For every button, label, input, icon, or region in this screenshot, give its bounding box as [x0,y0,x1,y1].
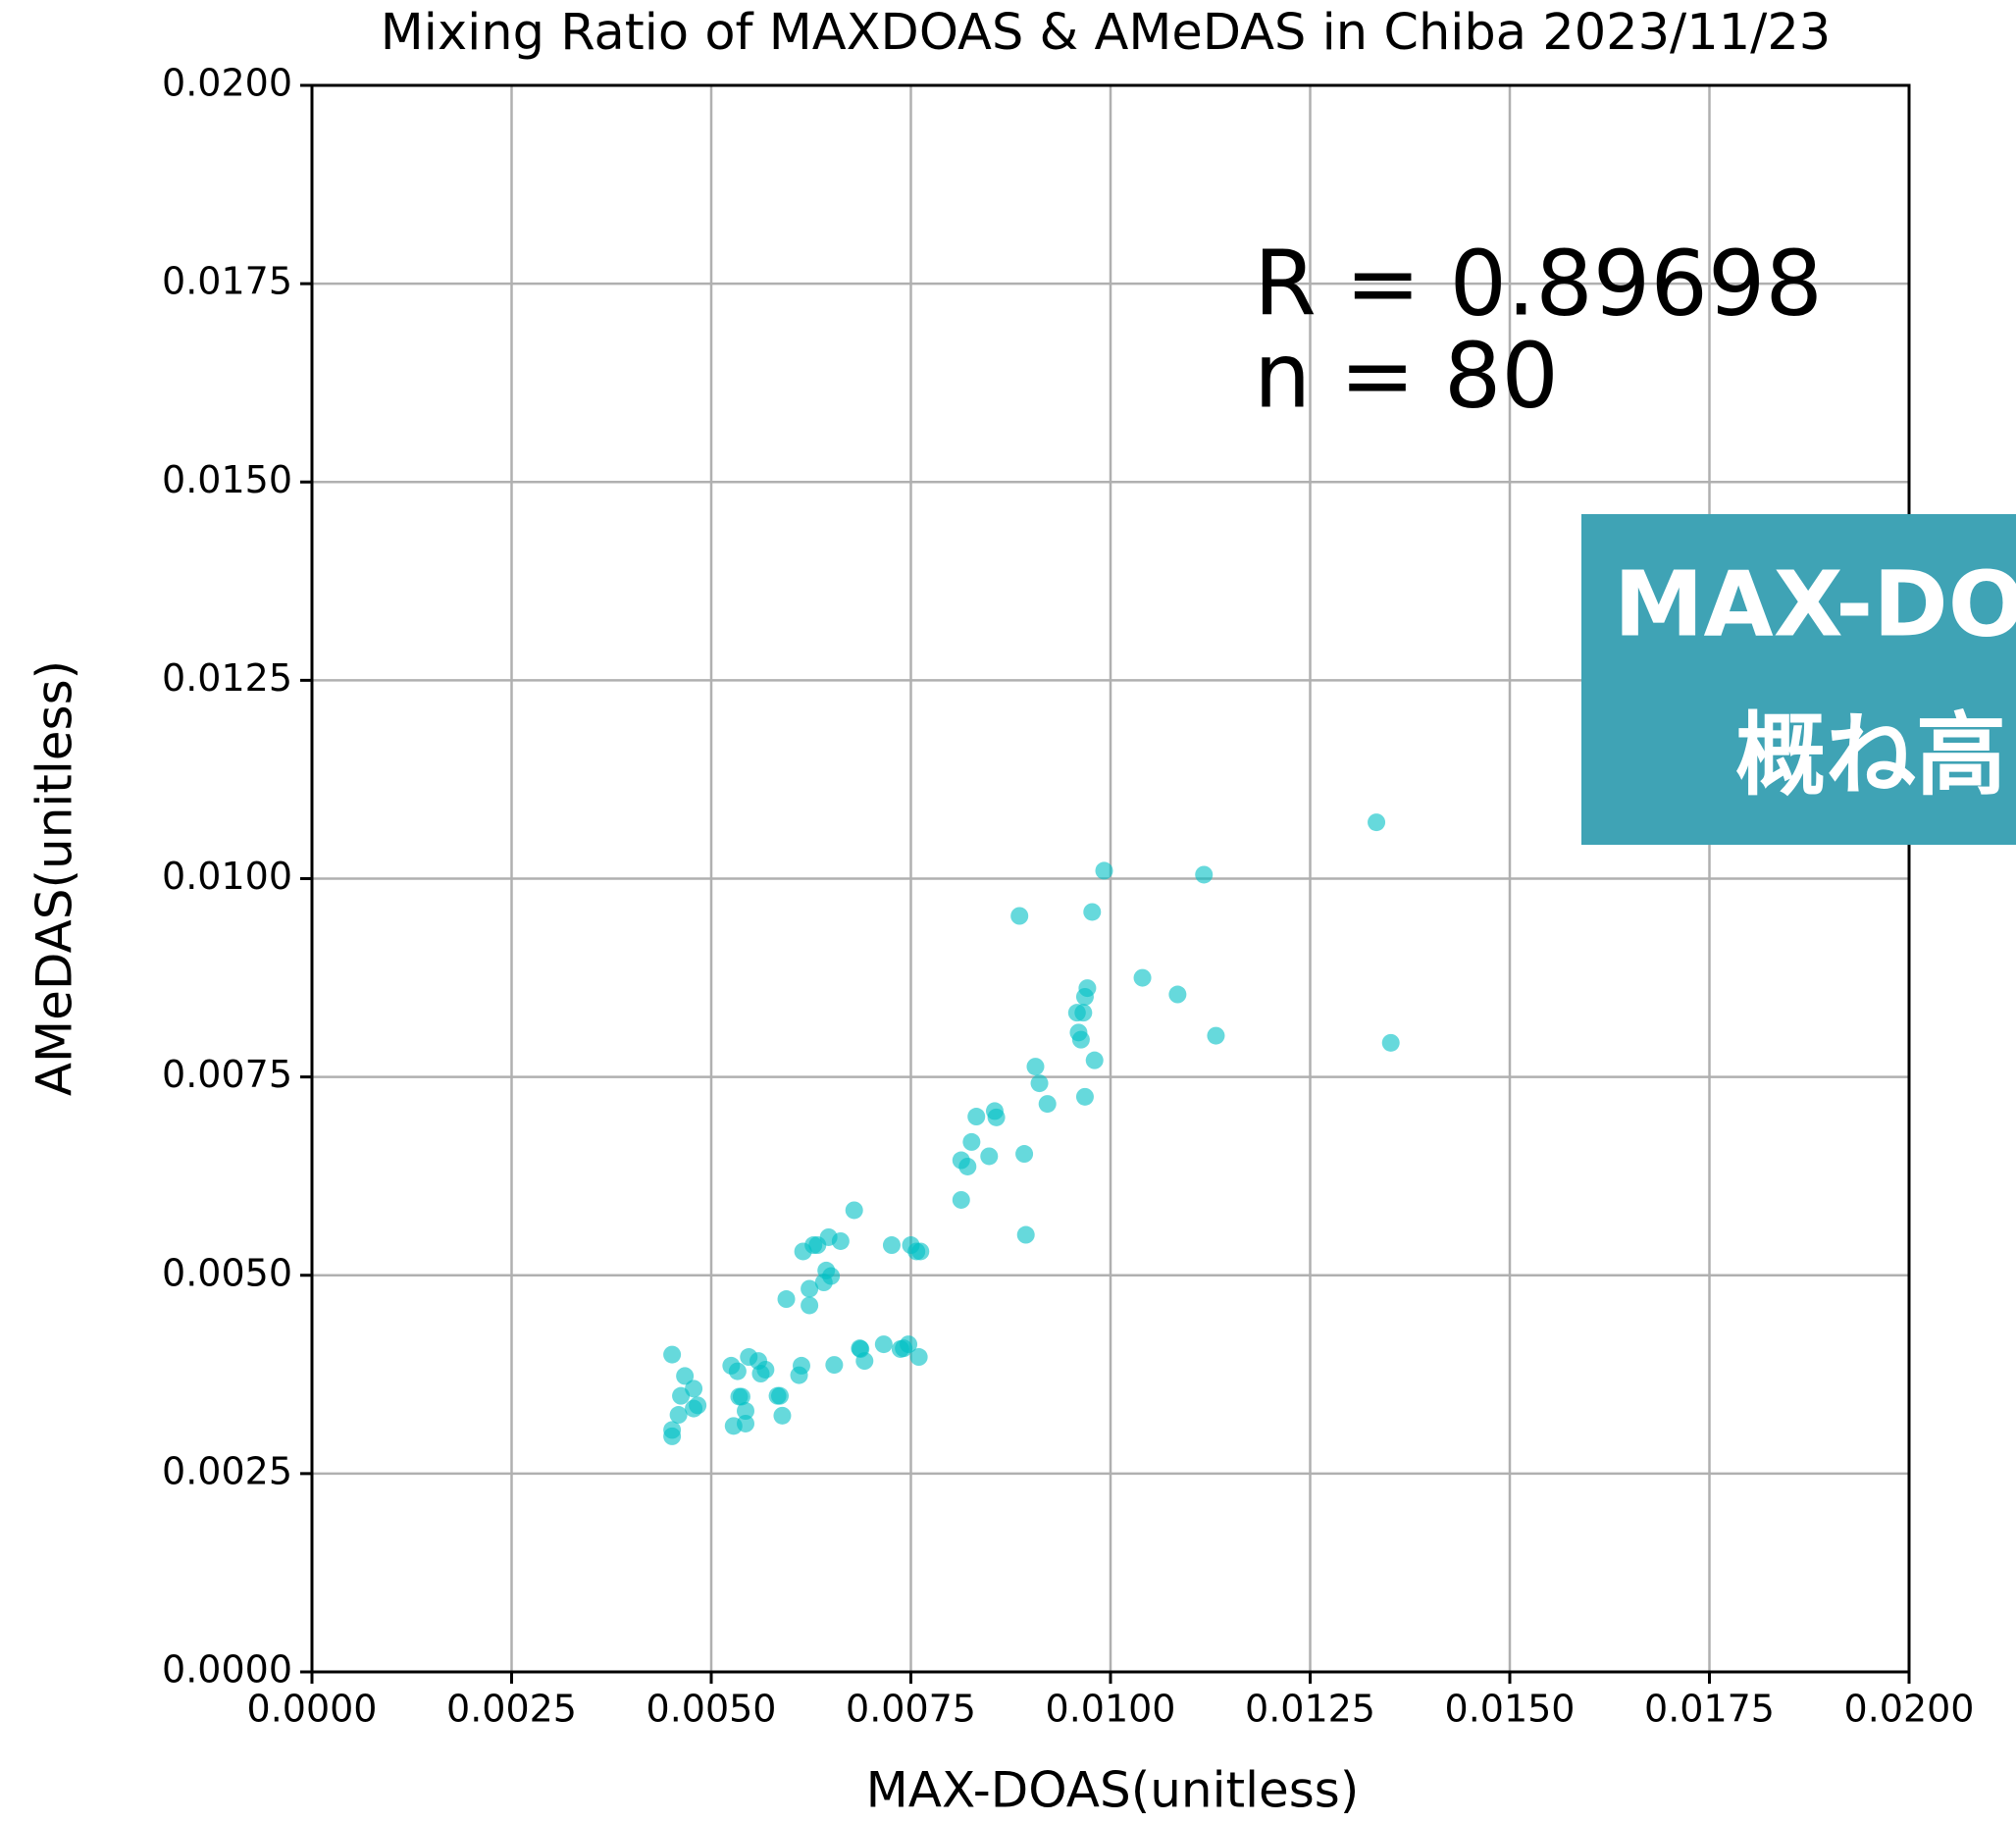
point [874,1335,893,1354]
x-tick-label: 0.0150 [1445,1688,1576,1731]
y-tick-label: 0.0100 [162,855,292,898]
point [1133,968,1152,987]
points [663,813,1400,1445]
callout-text: MAX-DO [1614,551,2016,656]
x-tick-label: 0.0175 [1644,1688,1775,1731]
x-tick-label: 0.0200 [1844,1688,1975,1731]
point [1010,907,1029,925]
point [855,1352,874,1371]
x-tick-label: 0.0050 [646,1688,777,1731]
point [1085,1051,1104,1069]
x-tick-label: 0.0075 [846,1688,976,1731]
y-tick-label: 0.0050 [162,1251,292,1294]
callout-box [1581,514,2016,845]
point [1078,979,1097,998]
point [689,1396,707,1415]
point [751,1365,770,1383]
point [685,1380,703,1398]
point [822,1267,841,1285]
point [1015,1145,1034,1164]
point [831,1231,850,1250]
point [663,1345,682,1364]
point [845,1201,863,1220]
point [1038,1095,1057,1114]
y-tick-label: 0.0175 [162,260,292,303]
x-tick-label: 0.0125 [1245,1688,1375,1731]
y-tick-label: 0.0125 [162,656,292,700]
x-axis-label: MAX-DOAS(unitless) [866,1762,1360,1819]
y-axis-label: AMeDAS(unitless) [26,660,83,1096]
callout-text: 概ね高 [1735,703,2006,807]
point [792,1356,810,1375]
point [1083,903,1102,921]
point [669,1406,688,1425]
point [737,1402,755,1421]
point [1168,985,1187,1004]
y-tick-label: 0.0075 [162,1053,292,1096]
point [952,1190,970,1209]
y-tick-label: 0.0000 [162,1648,292,1692]
point [825,1356,844,1375]
point [958,1157,977,1175]
point [911,1242,930,1261]
annotation: n = 80 [1254,323,1559,428]
point [882,1236,901,1255]
point [1195,865,1214,884]
point [777,1290,796,1309]
point [1074,1004,1093,1022]
point [1207,1026,1225,1045]
x-tick-label: 0.0100 [1046,1688,1176,1731]
point [801,1296,819,1315]
point [737,1414,755,1432]
point [771,1386,790,1405]
point [1026,1058,1045,1076]
point [980,1147,999,1166]
point [1095,861,1113,880]
point [1030,1074,1049,1093]
point [909,1348,928,1367]
point [676,1367,695,1385]
chart-title: Mixing Ratio of MAXDOAS & AMeDAS in Chib… [381,4,1831,62]
ticks: 0.0000 0.0025 0.0050 0.0075 0.0100 0.0125 0.01… [162,62,1974,1731]
point [987,1108,1006,1126]
point [801,1279,819,1298]
point [773,1406,792,1425]
point [1075,1087,1094,1106]
y-tick-label: 0.0025 [162,1449,292,1492]
point [1069,1023,1088,1042]
x-tick-label: 0.0000 [247,1688,378,1731]
y-tick-label: 0.0200 [162,62,292,105]
point [1016,1225,1035,1244]
point [1368,813,1386,832]
point [967,1108,986,1126]
x-tick-label: 0.0025 [446,1688,577,1731]
point [728,1362,747,1380]
y-tick-label: 0.0150 [162,458,292,501]
point [891,1339,909,1358]
point [962,1132,981,1151]
point [663,1421,682,1439]
point [1381,1033,1400,1052]
annotation: R = 0.89698 [1254,231,1823,336]
point [732,1387,750,1406]
